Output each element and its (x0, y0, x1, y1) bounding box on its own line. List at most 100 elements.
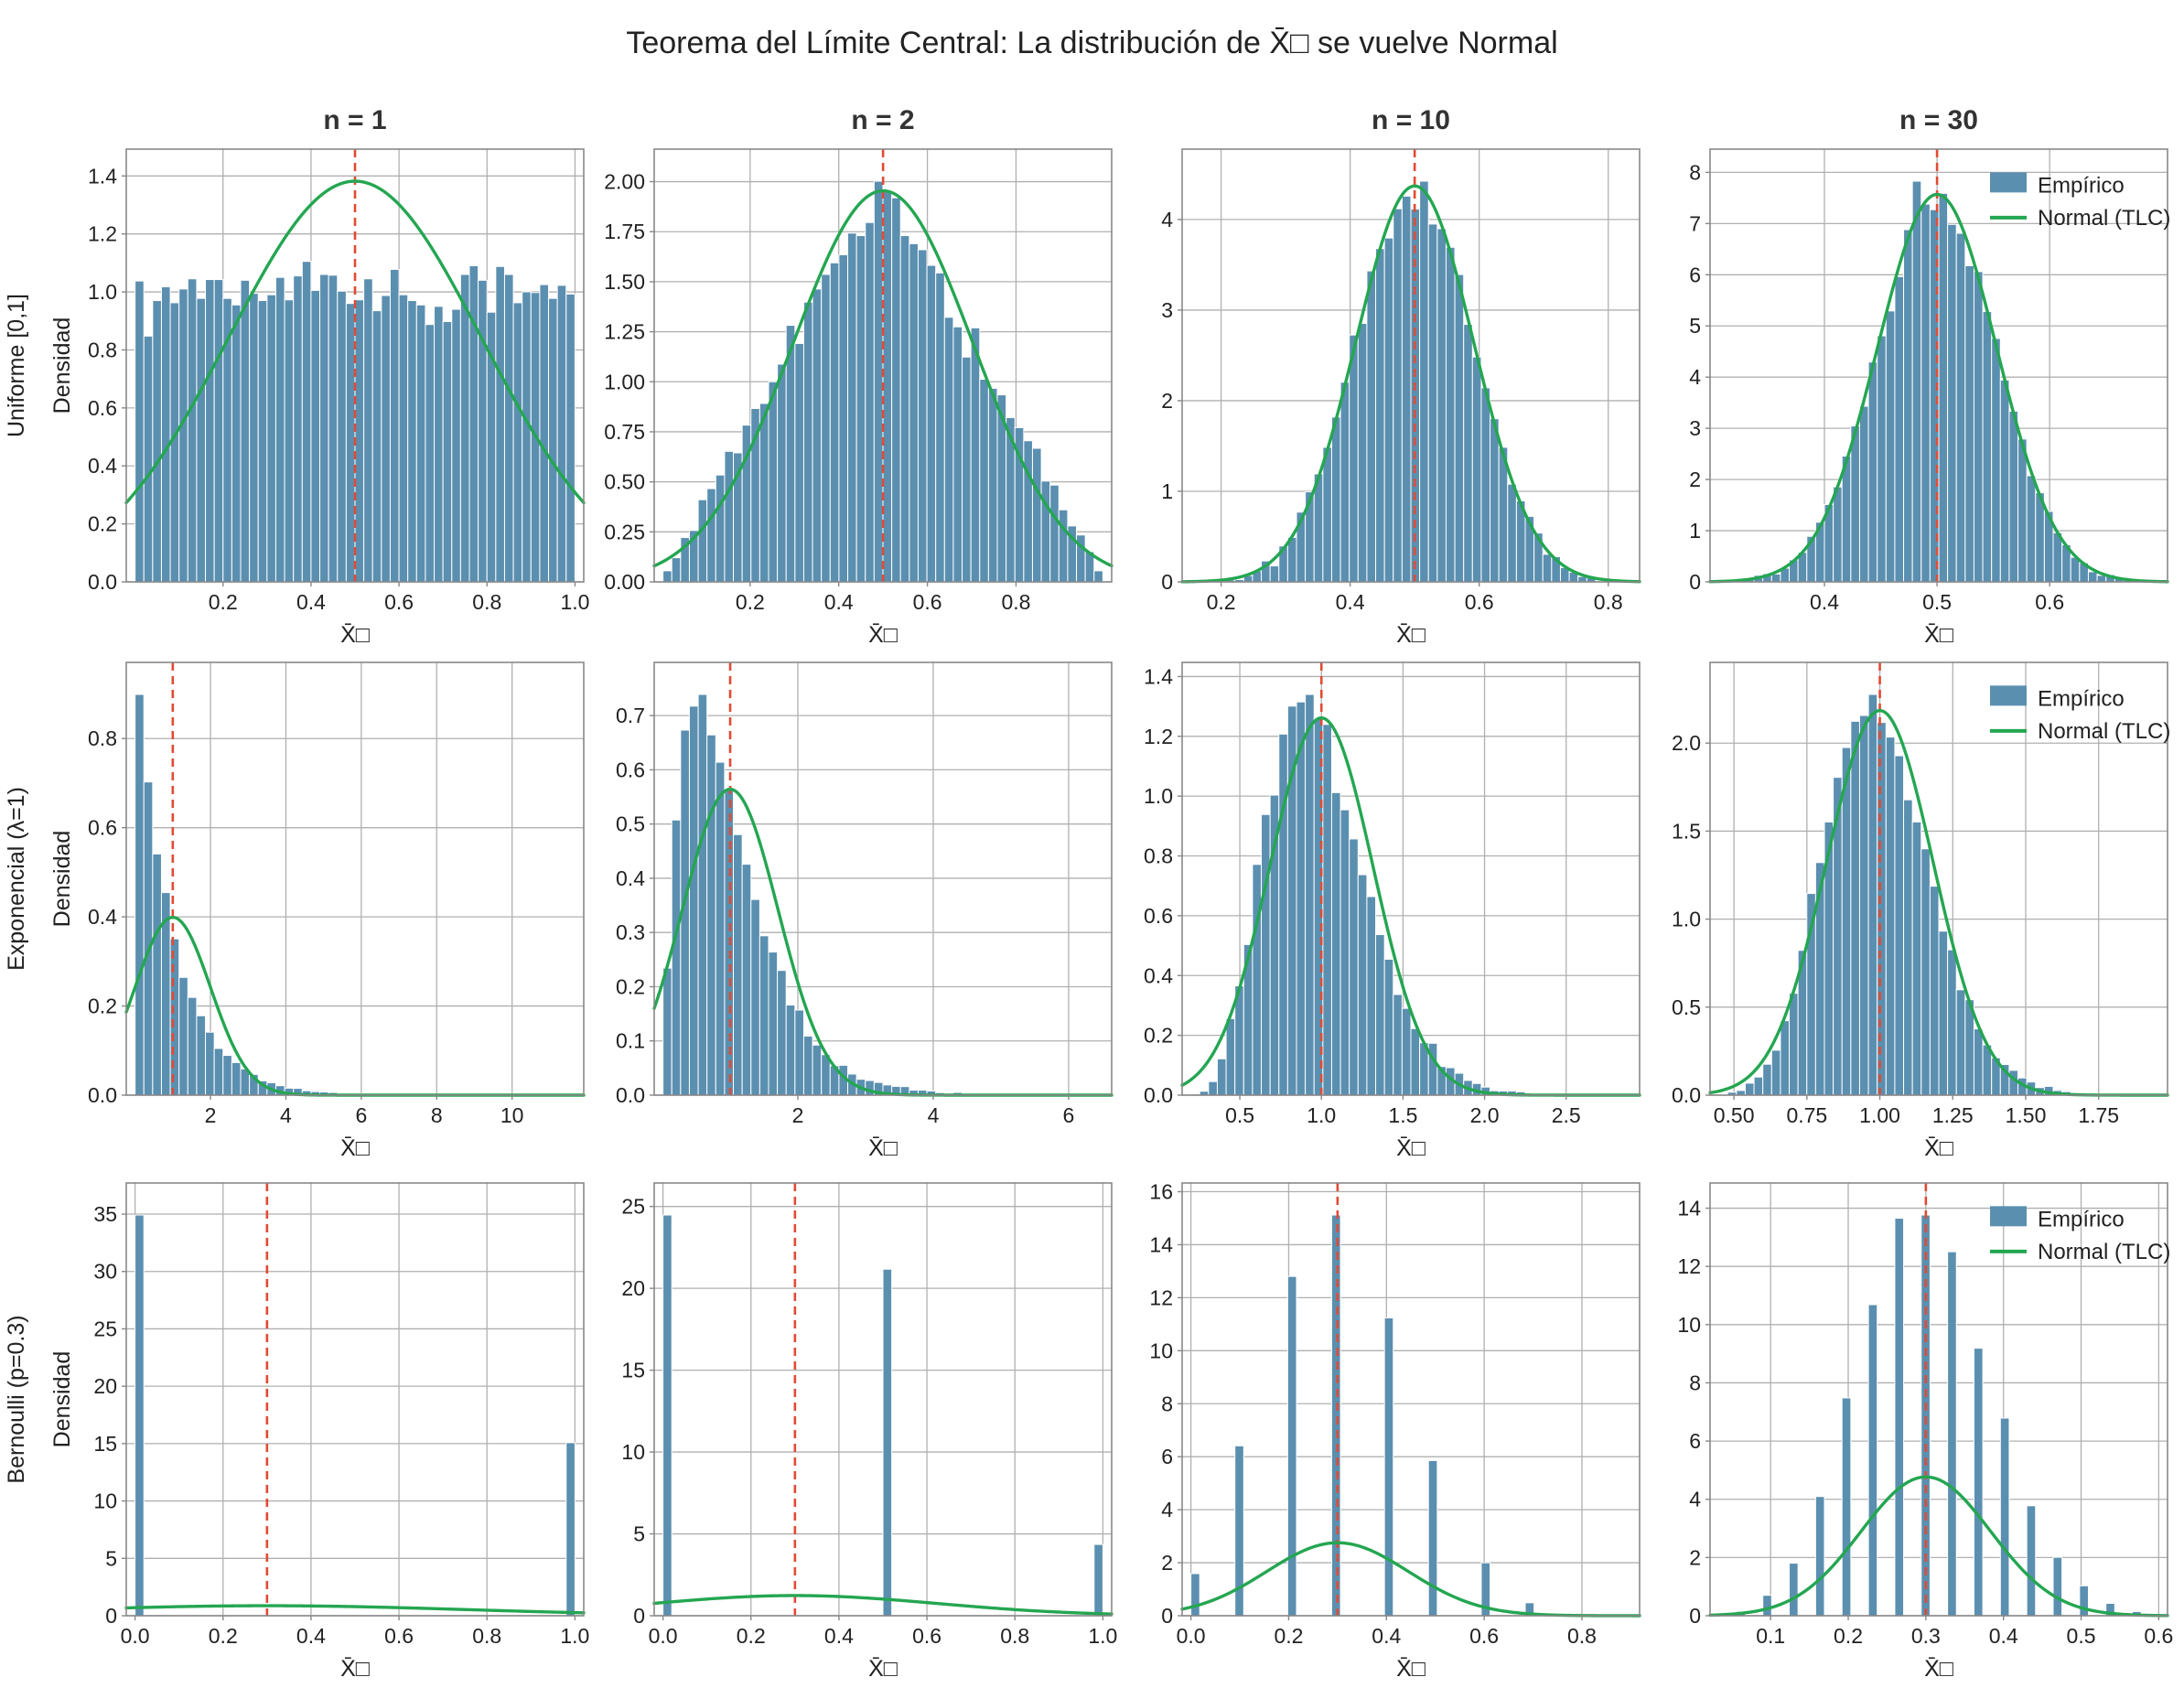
svg-text:1.75: 1.75 (604, 220, 645, 243)
svg-text:0.75: 0.75 (604, 420, 645, 444)
svg-text:0.6: 0.6 (1144, 904, 1173, 928)
svg-text:1.4: 1.4 (88, 164, 117, 188)
svg-text:10: 10 (93, 1489, 117, 1513)
svg-text:Empírico: Empírico (2038, 686, 2125, 711)
svg-text:X̄□: X̄□ (1924, 622, 1954, 648)
svg-text:1.0: 1.0 (1672, 908, 1701, 931)
svg-text:1: 1 (1161, 479, 1173, 503)
svg-text:0.4: 0.4 (88, 454, 117, 478)
svg-text:0.0: 0.0 (616, 1083, 645, 1107)
svg-text:0.2: 0.2 (88, 995, 117, 1018)
svg-text:5: 5 (1689, 314, 1701, 338)
svg-text:1.0: 1.0 (560, 1624, 589, 1648)
svg-text:X̄□: X̄□ (868, 622, 898, 648)
svg-text:10: 10 (1677, 1313, 1701, 1337)
svg-text:0.25: 0.25 (604, 520, 645, 543)
svg-text:0.2: 0.2 (1144, 1024, 1173, 1048)
svg-text:8: 8 (1689, 1371, 1701, 1394)
svg-text:25: 25 (621, 1195, 645, 1219)
svg-text:n = 30: n = 30 (1899, 105, 1978, 135)
svg-text:X̄□: X̄□ (340, 1656, 371, 1682)
svg-text:0.3: 0.3 (616, 920, 645, 944)
svg-text:Densidad: Densidad (49, 317, 75, 414)
svg-text:2: 2 (205, 1103, 217, 1127)
svg-text:2: 2 (1689, 1545, 1701, 1569)
svg-text:0.6: 0.6 (616, 758, 645, 781)
svg-text:4: 4 (1689, 365, 1701, 389)
svg-text:0.6: 0.6 (2144, 1624, 2173, 1648)
svg-text:0.0: 0.0 (1672, 1083, 1701, 1107)
svg-text:1.0: 1.0 (88, 280, 117, 304)
svg-text:3: 3 (1689, 416, 1701, 440)
svg-text:2.5: 2.5 (1552, 1103, 1581, 1127)
svg-text:0.1: 0.1 (1756, 1624, 1785, 1648)
svg-text:X̄□: X̄□ (1396, 1135, 1426, 1161)
svg-text:0.4: 0.4 (1989, 1624, 2018, 1648)
svg-text:0.2: 0.2 (88, 512, 117, 536)
svg-text:2: 2 (1689, 468, 1701, 491)
svg-text:0.3: 0.3 (1911, 1624, 1941, 1648)
svg-text:0.6: 0.6 (384, 1624, 414, 1648)
svg-text:0.6: 0.6 (88, 816, 117, 840)
svg-text:2: 2 (1161, 389, 1173, 413)
svg-text:0.4: 0.4 (616, 866, 645, 890)
svg-text:2.0: 2.0 (1470, 1103, 1500, 1127)
svg-text:0.8: 0.8 (88, 338, 117, 361)
svg-text:0.7: 0.7 (616, 704, 645, 727)
svg-text:10: 10 (1149, 1339, 1173, 1362)
svg-text:0.4: 0.4 (1372, 1624, 1401, 1648)
svg-text:1.2: 1.2 (1144, 725, 1173, 748)
svg-text:2: 2 (1161, 1551, 1173, 1575)
svg-text:2.00: 2.00 (604, 170, 645, 194)
svg-text:1.25: 1.25 (1932, 1103, 1974, 1127)
svg-text:0.2: 0.2 (737, 1624, 766, 1648)
svg-text:0: 0 (1689, 1604, 1701, 1628)
svg-text:0.50: 0.50 (1714, 1103, 1755, 1127)
svg-text:Bernoulli (p=0.3): Bernoulli (p=0.3) (4, 1315, 29, 1483)
svg-text:6: 6 (1161, 1445, 1173, 1468)
svg-text:0.8: 0.8 (472, 1624, 501, 1648)
svg-text:15: 15 (93, 1432, 117, 1456)
svg-text:0.8: 0.8 (1144, 844, 1173, 868)
svg-text:0.4: 0.4 (296, 1624, 326, 1648)
svg-text:5: 5 (105, 1546, 117, 1570)
svg-text:6: 6 (355, 1103, 367, 1127)
svg-text:0.0: 0.0 (649, 1624, 678, 1648)
svg-text:X̄□: X̄□ (340, 1135, 371, 1161)
svg-text:6: 6 (1689, 263, 1701, 286)
svg-text:1.25: 1.25 (604, 320, 645, 344)
svg-text:0.4: 0.4 (1810, 590, 1839, 614)
svg-text:0.8: 0.8 (1567, 1624, 1597, 1648)
svg-text:1.0: 1.0 (1307, 1103, 1336, 1127)
svg-text:15: 15 (621, 1359, 645, 1382)
svg-text:0: 0 (1161, 570, 1173, 594)
svg-text:0.8: 0.8 (1001, 590, 1030, 614)
svg-text:0.5: 0.5 (1672, 995, 1701, 1019)
svg-text:16: 16 (1149, 1180, 1173, 1204)
svg-text:0.2: 0.2 (736, 590, 765, 614)
svg-text:1.2: 1.2 (88, 222, 117, 246)
svg-text:Normal (TLC): Normal (TLC) (2038, 719, 2170, 744)
svg-text:4: 4 (1689, 1488, 1701, 1511)
svg-text:0.6: 0.6 (913, 590, 942, 614)
svg-text:Densidad: Densidad (49, 831, 75, 928)
svg-text:0.8: 0.8 (1000, 1624, 1029, 1648)
svg-text:5: 5 (633, 1522, 645, 1546)
svg-text:1.0: 1.0 (560, 590, 589, 614)
svg-text:14: 14 (1149, 1232, 1173, 1256)
svg-text:0.8: 0.8 (1594, 590, 1623, 614)
svg-text:Normal (TLC): Normal (TLC) (2038, 206, 2170, 231)
svg-text:0.6: 0.6 (384, 590, 414, 614)
svg-text:1.50: 1.50 (2006, 1103, 2047, 1127)
svg-text:3: 3 (1161, 298, 1173, 322)
svg-text:4: 4 (1161, 1498, 1173, 1521)
svg-text:Teorema del Límite Central: La: Teorema del Límite Central: La distribuc… (626, 26, 1557, 60)
svg-text:8: 8 (431, 1103, 443, 1127)
svg-text:0.0: 0.0 (88, 1083, 117, 1107)
svg-text:0.1: 0.1 (616, 1029, 645, 1053)
svg-text:0.6: 0.6 (1465, 590, 1494, 614)
svg-text:0.5: 0.5 (616, 812, 645, 836)
svg-text:0.5: 0.5 (1922, 590, 1952, 614)
svg-text:6: 6 (1063, 1103, 1075, 1127)
svg-text:Densidad: Densidad (49, 1351, 75, 1448)
